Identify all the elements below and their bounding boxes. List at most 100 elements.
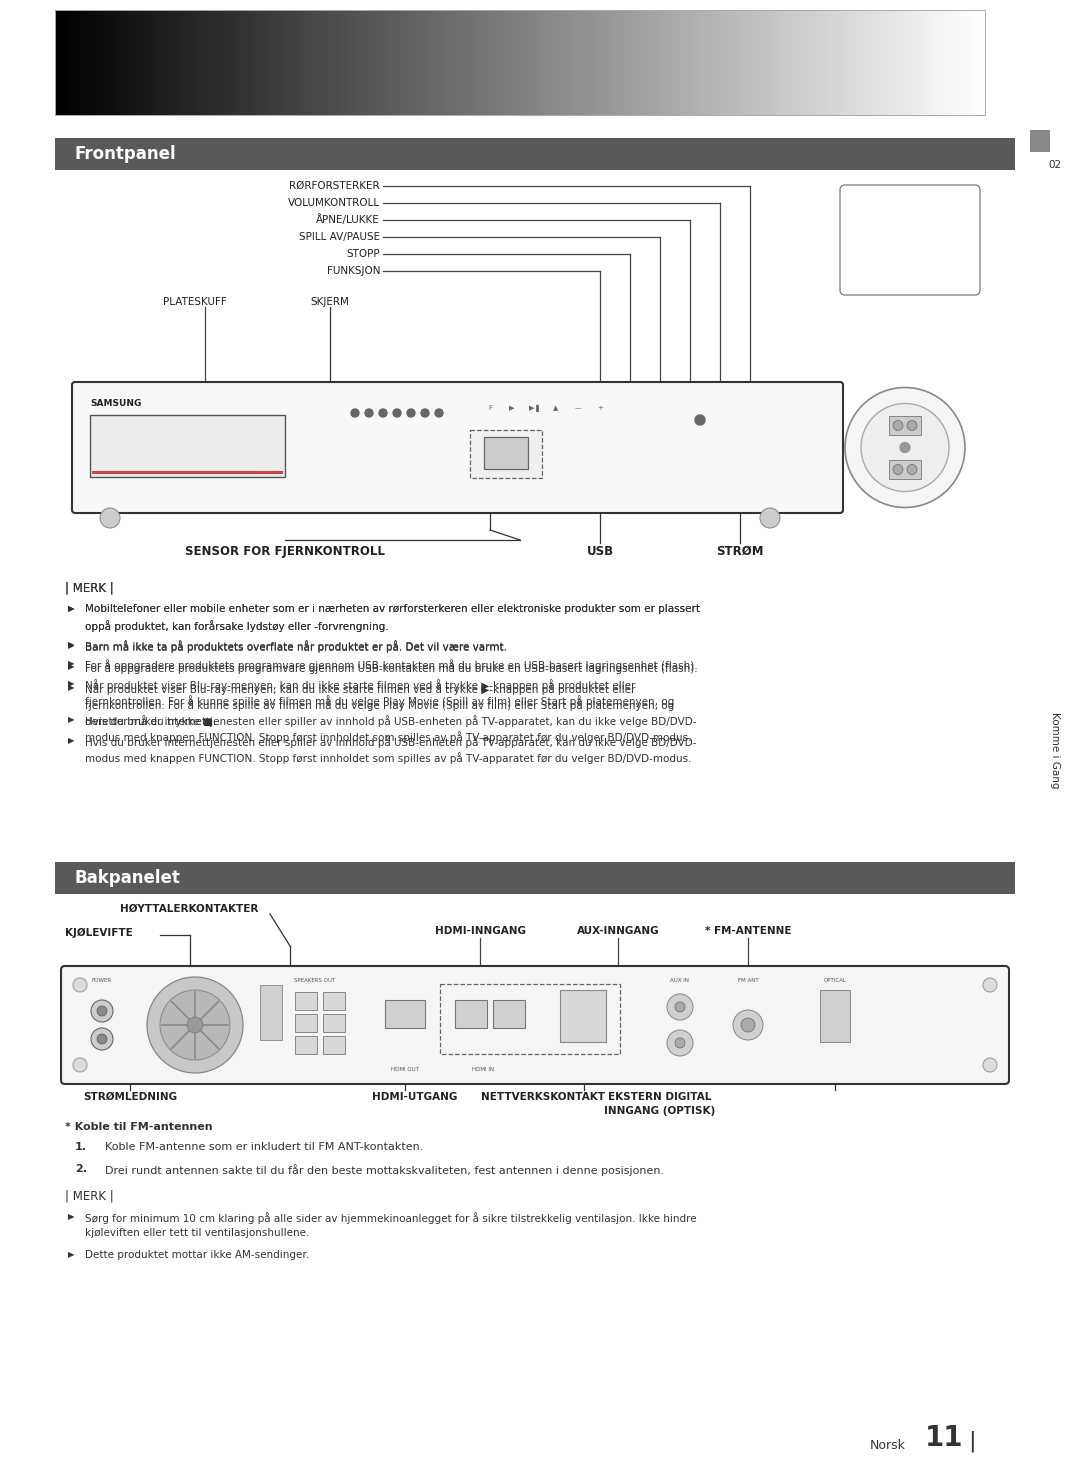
Text: FUNKSJON: FUNKSJON xyxy=(326,266,380,277)
Text: HDMI OUT: HDMI OUT xyxy=(391,1066,419,1072)
Text: FM ANT: FM ANT xyxy=(738,978,758,984)
Text: SENSOR FOR FJERNKONTROLL: SENSOR FOR FJERNKONTROLL xyxy=(185,544,384,558)
Text: NETTVERKSKONTAKT: NETTVERKSKONTAKT xyxy=(481,1092,605,1102)
Bar xyxy=(323,1015,345,1032)
Bar xyxy=(384,1000,426,1028)
Text: HDMI-UTGANG: HDMI-UTGANG xyxy=(373,1092,458,1102)
Text: SPEAKERS OUT: SPEAKERS OUT xyxy=(295,978,336,984)
Text: modus med knappen FUNCTION. Stopp først innholdet som spilles av på TV-apparatet: modus med knappen FUNCTION. Stopp først … xyxy=(85,732,691,744)
Text: Drei rundt antennen sakte til du får den beste mottakskvaliteten, fest antennen : Drei rundt antennen sakte til du får den… xyxy=(105,1164,664,1176)
Text: | MERK |: | MERK | xyxy=(65,583,113,595)
Bar xyxy=(295,1015,318,1032)
Text: deretter må du trykke ■.: deretter må du trykke ■. xyxy=(85,714,216,726)
Text: AUX-INNGANG: AUX-INNGANG xyxy=(577,926,659,936)
Text: Hvis du bruker internettjenesten eller spiller av innhold på USB-enheten på TV-a: Hvis du bruker internettjenesten eller s… xyxy=(85,737,697,748)
Text: Komme i Gang: Komme i Gang xyxy=(1050,711,1059,788)
Circle shape xyxy=(760,507,780,528)
Text: * FM-ANTENNE: * FM-ANTENNE xyxy=(705,926,792,936)
Bar xyxy=(55,10,985,115)
Text: HØYTTALERKONTAKTER: HØYTTALERKONTAKTER xyxy=(120,904,258,914)
Text: ▲: ▲ xyxy=(553,405,558,411)
Bar xyxy=(561,989,606,1043)
Circle shape xyxy=(97,1006,107,1016)
Circle shape xyxy=(983,1057,997,1072)
Text: SPILL AV/PAUSE: SPILL AV/PAUSE xyxy=(299,232,380,243)
Circle shape xyxy=(91,1000,113,1022)
Circle shape xyxy=(893,420,903,430)
Text: modus med knappen FUNCTION. Stopp først innholdet som spilles av på TV-apparatet: modus med knappen FUNCTION. Stopp først … xyxy=(85,751,691,765)
Text: ▶: ▶ xyxy=(68,679,75,688)
Text: For å oppgradere produktets programvare gjennom USB-kontakten må du bruke en USB: For å oppgradere produktets programvare … xyxy=(85,660,698,671)
Circle shape xyxy=(91,1028,113,1050)
Text: POWER: POWER xyxy=(92,978,112,984)
Circle shape xyxy=(733,1010,762,1040)
Bar xyxy=(323,1035,345,1055)
Circle shape xyxy=(379,410,387,417)
FancyBboxPatch shape xyxy=(840,185,980,294)
Bar xyxy=(492,1000,525,1028)
Text: ▶: ▶ xyxy=(68,683,75,692)
Circle shape xyxy=(407,410,415,417)
Text: +: + xyxy=(597,405,603,411)
Text: ▶: ▶ xyxy=(68,737,75,745)
Bar xyxy=(820,989,850,1043)
Text: Når produktet viser Blu-ray-menyen, kan du ikke starte filmen ved å trykke ▶-kna: Når produktet viser Blu-ray-menyen, kan … xyxy=(85,683,635,695)
Text: INNGANG (OPTISK): INNGANG (OPTISK) xyxy=(605,1106,716,1117)
Circle shape xyxy=(73,1057,87,1072)
Text: ▶: ▶ xyxy=(68,663,75,671)
Text: Bakpanelet: Bakpanelet xyxy=(75,870,180,887)
Text: | MERK |: | MERK | xyxy=(65,1191,113,1202)
Text: For å oppgradere produktets programvare gjennom USB-kontakten må du bruke en USB: For å oppgradere produktets programvare … xyxy=(85,663,698,674)
Circle shape xyxy=(100,507,120,528)
Text: F: F xyxy=(488,405,492,411)
Text: AUX IN: AUX IN xyxy=(671,978,689,984)
Text: 11: 11 xyxy=(924,1424,963,1452)
Text: ▶: ▶ xyxy=(68,640,75,649)
Bar xyxy=(295,992,318,1010)
Bar xyxy=(889,460,921,479)
Bar xyxy=(1030,130,1050,152)
Bar xyxy=(90,416,285,478)
Text: 02: 02 xyxy=(1049,160,1062,170)
Bar xyxy=(55,862,1015,893)
Circle shape xyxy=(435,410,443,417)
Text: ▶: ▶ xyxy=(68,640,75,649)
Text: oppå produktet, kan forårsake lydstøy eller -forvrengning.: oppå produktet, kan forårsake lydstøy el… xyxy=(85,621,389,633)
Bar xyxy=(92,470,283,473)
Circle shape xyxy=(365,410,373,417)
Circle shape xyxy=(845,387,966,507)
Text: ▶: ▶ xyxy=(68,1250,75,1259)
Text: 1.: 1. xyxy=(75,1142,87,1152)
Bar xyxy=(260,985,282,1040)
Circle shape xyxy=(907,464,917,475)
FancyBboxPatch shape xyxy=(72,382,843,513)
Text: STRØM: STRØM xyxy=(716,544,764,558)
Text: RØRFORSTERKER: RØRFORSTERKER xyxy=(289,180,380,191)
Text: Når produktet viser Blu-ray-menyen, kan du ikke starte filmen ved å trykke ▶-kna: Når produktet viser Blu-ray-menyen, kan … xyxy=(85,679,635,691)
Text: ▶: ▶ xyxy=(68,603,75,612)
Bar xyxy=(455,1000,487,1028)
Text: | MERK |: | MERK | xyxy=(65,583,113,595)
Text: ▶: ▶ xyxy=(68,603,75,612)
Circle shape xyxy=(667,1029,693,1056)
Text: fjernkontrollen. For å kunne spille av filmen må du velge Play Movie (Spill av f: fjernkontrollen. For å kunne spille av f… xyxy=(85,700,674,711)
Text: ▶: ▶ xyxy=(510,405,515,411)
Text: Dette produktet mottar ikke AM-sendinger.: Dette produktet mottar ikke AM-sendinger… xyxy=(85,1250,309,1260)
Text: Barn må ikke ta på produktets overflate når produktet er på. Det vil være varmt.: Barn må ikke ta på produktets overflate … xyxy=(85,640,507,652)
Circle shape xyxy=(893,464,903,475)
Text: STRØMLEDNING: STRØMLEDNING xyxy=(83,1092,177,1102)
Text: Koble FM-antenne som er inkludert til FM ANT-kontakten.: Koble FM-antenne som er inkludert til FM… xyxy=(105,1142,423,1152)
Bar xyxy=(323,992,345,1010)
Bar xyxy=(889,416,921,435)
Bar xyxy=(470,430,542,478)
Text: HDMI IN: HDMI IN xyxy=(472,1066,494,1072)
Circle shape xyxy=(187,1018,203,1032)
Circle shape xyxy=(393,410,401,417)
Text: * Koble til FM-antennen: * Koble til FM-antennen xyxy=(65,1123,213,1131)
FancyBboxPatch shape xyxy=(60,966,1009,1084)
Bar xyxy=(484,436,528,469)
Text: fjernkontrollen. For å kunne spille av filmen må du velge Play Movie (Spill av f: fjernkontrollen. For å kunne spille av f… xyxy=(85,695,674,707)
Circle shape xyxy=(667,994,693,1021)
Text: VOLUMKONTROLL: VOLUMKONTROLL xyxy=(288,198,380,209)
Text: Barn må ikke ta på produktets overflate når produktet er på. Det vil være varmt.: Barn må ikke ta på produktets overflate … xyxy=(85,640,507,652)
